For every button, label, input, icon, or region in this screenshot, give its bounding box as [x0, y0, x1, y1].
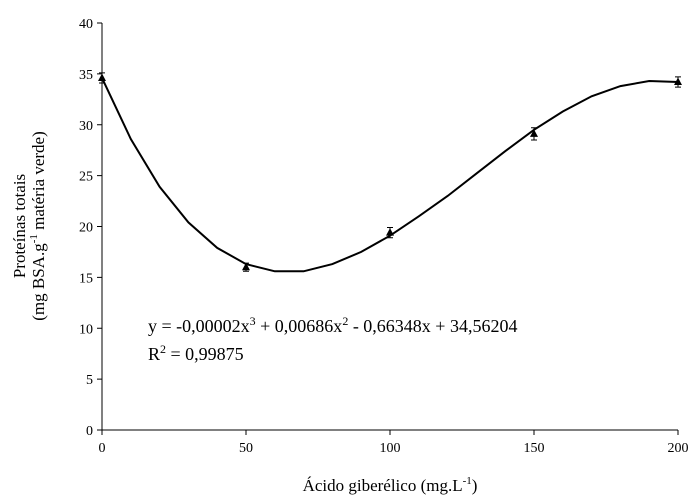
rich-text: (mg BSA.g-1 matéria verde) — [28, 131, 48, 321]
x-tick-label: 100 — [380, 441, 401, 456]
point — [530, 129, 538, 137]
point — [386, 228, 394, 236]
rich-text: y = -0,00002x3 + 0,00686x2 - 0,66348x + … — [148, 314, 517, 336]
fit-curve — [101, 77, 679, 273]
superscript: 2 — [342, 314, 348, 328]
y-tick-label: 10 — [79, 322, 93, 337]
text-part: matéria verde) — [29, 131, 48, 234]
text-part: = 0,99875 — [166, 344, 244, 364]
text-part: Ácido giberélico (mg.L — [303, 476, 463, 495]
y-tick-label: 5 — [86, 373, 93, 388]
text-part: + 0,00686x — [256, 316, 343, 336]
y-tick-label: 30 — [79, 119, 93, 134]
text-part: y = -0,00002x — [148, 316, 250, 336]
rich-text: R2 = 0,99875 — [148, 342, 244, 364]
rich-text: Ácido giberélico (mg.L-1) — [303, 475, 478, 495]
rich-text: Proteínas totais — [10, 174, 29, 278]
point — [98, 73, 106, 81]
x-tick-label: 200 — [668, 441, 689, 456]
text-part: (mg BSA.g — [29, 243, 48, 321]
point — [674, 77, 682, 86]
text-part: Proteínas totais — [10, 174, 29, 278]
y-tick-label: 0 — [86, 424, 93, 439]
y-tick-label: 15 — [79, 271, 93, 286]
x-tick-label: 0 — [99, 441, 106, 456]
y-tick-label: 25 — [79, 170, 93, 185]
y-tick-label: 35 — [79, 68, 93, 83]
superscript: 2 — [160, 342, 166, 356]
superscript: 3 — [250, 314, 256, 328]
text-part: R — [148, 344, 160, 364]
text-part: ) — [472, 476, 478, 495]
superscript: -1 — [28, 234, 40, 243]
y-tick-label: 40 — [79, 17, 93, 32]
point — [242, 262, 250, 271]
superscript: -1 — [463, 475, 472, 487]
x-tick-label: 150 — [524, 441, 545, 456]
x-tick-label: 50 — [239, 441, 253, 456]
text-part: - 0,66348x + 34,56204 — [348, 316, 517, 336]
y-tick-label: 20 — [79, 221, 93, 236]
